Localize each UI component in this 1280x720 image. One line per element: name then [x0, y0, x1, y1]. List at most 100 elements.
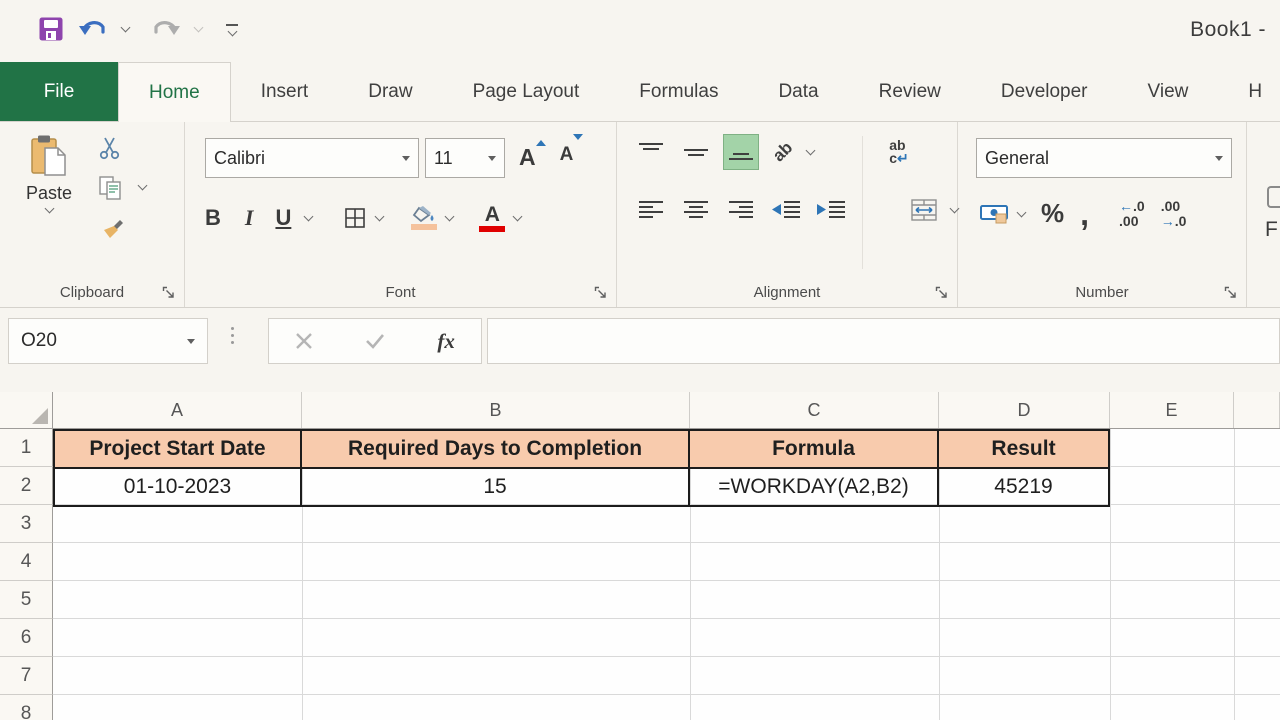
- enter-icon[interactable]: [365, 333, 385, 349]
- accounting-dropdown-icon[interactable]: [1016, 207, 1027, 217]
- row-header-3[interactable]: 3: [0, 505, 53, 543]
- merge-center-button[interactable]: [906, 192, 942, 228]
- increase-indent-button[interactable]: [813, 192, 849, 228]
- tab-draw[interactable]: Draw: [368, 80, 413, 102]
- orientation-dropdown-icon[interactable]: [805, 145, 816, 156]
- decrease-decimal-button[interactable]: .00 →.0: [1160, 197, 1187, 229]
- cells-area[interactable]: [53, 429, 1280, 720]
- tab-data[interactable]: Data: [778, 80, 819, 102]
- copy-icon[interactable]: [98, 175, 148, 201]
- tab-page-layout[interactable]: Page Layout: [472, 80, 580, 102]
- borders-dropdown-icon[interactable]: [374, 211, 385, 222]
- cell-c2[interactable]: =WORKDAY(A2,B2): [690, 469, 939, 507]
- column-header-a[interactable]: A: [53, 392, 302, 428]
- cell-c1[interactable]: Formula: [690, 431, 939, 469]
- undo-icon[interactable]: [78, 14, 108, 44]
- tab-help-truncated[interactable]: H: [1248, 80, 1263, 102]
- orientation-button[interactable]: ab: [768, 137, 797, 166]
- cut-icon[interactable]: [98, 136, 122, 160]
- paste-dropdown-icon[interactable]: [44, 203, 54, 214]
- format-painter-icon[interactable]: [98, 216, 124, 242]
- increase-decimal-button[interactable]: ←.0.00: [1119, 197, 1145, 229]
- tab-developer[interactable]: Developer: [1000, 80, 1088, 102]
- italic-button[interactable]: I: [244, 205, 254, 230]
- insert-function-icon[interactable]: fx: [437, 328, 455, 353]
- column-header-e[interactable]: E: [1110, 392, 1234, 428]
- column-header-partial[interactable]: [1234, 392, 1280, 428]
- formula-input[interactable]: [487, 318, 1280, 364]
- paste-button[interactable]: Paste: [18, 134, 80, 214]
- customize-quick-access-icon[interactable]: [226, 14, 238, 44]
- font-name-combo[interactable]: Calibri: [205, 138, 419, 178]
- column-header-b[interactable]: B: [302, 392, 690, 428]
- wrap-text-button[interactable]: ab c↵: [889, 137, 909, 166]
- formula-bar-splitter[interactable]: [231, 327, 234, 344]
- tab-review[interactable]: Review: [878, 80, 941, 102]
- cell-d2[interactable]: 45219: [939, 469, 1110, 507]
- fill-color-icon[interactable]: [411, 206, 438, 230]
- column-header-c[interactable]: C: [690, 392, 939, 428]
- underline-dropdown-icon[interactable]: [303, 211, 314, 222]
- number-dialog-launcher-icon[interactable]: [1224, 286, 1237, 299]
- align-right-button[interactable]: [723, 192, 759, 228]
- row-header-6[interactable]: 6: [0, 619, 53, 657]
- align-center-button[interactable]: [678, 192, 714, 228]
- font-size-dropdown-icon[interactable]: [488, 155, 496, 161]
- tab-formulas[interactable]: Formulas: [639, 80, 719, 102]
- number-format-dropdown-icon[interactable]: [1215, 155, 1223, 161]
- number-format-combo[interactable]: General: [976, 138, 1232, 178]
- cell-b2[interactable]: 15: [302, 469, 690, 507]
- tab-view[interactable]: View: [1147, 80, 1189, 102]
- redo-icon[interactable]: [151, 14, 181, 44]
- row-header-2[interactable]: 2: [0, 467, 53, 505]
- row-header-5[interactable]: 5: [0, 581, 53, 619]
- font-size-combo[interactable]: 11: [425, 138, 505, 178]
- borders-icon[interactable]: [344, 207, 366, 229]
- cell-b1[interactable]: Required Days to Completion: [302, 431, 690, 469]
- alignment-group: ab ab c↵: [617, 122, 960, 307]
- name-box[interactable]: O20: [8, 318, 208, 364]
- row-header-4[interactable]: 4: [0, 543, 53, 581]
- increase-font-size-button[interactable]: A: [519, 140, 546, 171]
- comma-style-button[interactable]: ,: [1080, 195, 1090, 232]
- decrease-font-size-button[interactable]: A: [560, 134, 584, 171]
- quick-access-toolbar: [38, 14, 238, 44]
- font-group-label: Font: [385, 284, 416, 301]
- accounting-format-icon[interactable]: [980, 203, 1010, 225]
- font-name-value: Calibri: [214, 147, 266, 168]
- top-align-button[interactable]: [633, 134, 669, 170]
- name-box-dropdown-icon[interactable]: [187, 338, 195, 344]
- decrease-indent-button[interactable]: [768, 192, 804, 228]
- copy-dropdown-icon[interactable]: [137, 180, 148, 191]
- font-name-dropdown-icon[interactable]: [402, 155, 410, 161]
- underline-button[interactable]: U: [275, 205, 292, 230]
- font-color-icon[interactable]: A: [479, 204, 506, 232]
- row-header-1[interactable]: 1: [0, 429, 53, 467]
- tab-file[interactable]: File: [0, 62, 118, 121]
- middle-align-button[interactable]: [678, 134, 714, 170]
- font-color-dropdown-icon[interactable]: [512, 211, 523, 222]
- alignment-dialog-launcher-icon[interactable]: [935, 286, 948, 299]
- conditional-formatting-partial-icon[interactable]: [1267, 186, 1280, 208]
- row-header-7[interactable]: 7: [0, 657, 53, 695]
- tab-home[interactable]: Home: [118, 62, 231, 122]
- data-table: Project Start Date Required Days to Comp…: [53, 429, 1110, 507]
- bottom-align-button[interactable]: [723, 134, 759, 170]
- cell-d1[interactable]: Result: [939, 431, 1110, 469]
- fill-color-dropdown-icon[interactable]: [444, 211, 455, 222]
- percent-style-button[interactable]: %: [1041, 198, 1065, 228]
- select-all-corner[interactable]: [0, 392, 53, 428]
- align-left-button[interactable]: [633, 192, 669, 228]
- bold-button[interactable]: B: [205, 205, 221, 230]
- row-header-8[interactable]: 8: [0, 695, 53, 720]
- cell-a2[interactable]: 01-10-2023: [55, 469, 302, 507]
- clipboard-dialog-launcher-icon[interactable]: [162, 286, 175, 299]
- redo-dropdown-icon[interactable]: [193, 22, 204, 33]
- cell-a1[interactable]: Project Start Date: [55, 431, 302, 469]
- column-header-d[interactable]: D: [939, 392, 1110, 428]
- font-dialog-launcher-icon[interactable]: [594, 286, 607, 299]
- save-icon[interactable]: [38, 14, 64, 44]
- undo-dropdown-icon[interactable]: [120, 22, 131, 33]
- tab-insert[interactable]: Insert: [260, 80, 309, 102]
- cancel-icon[interactable]: [295, 332, 313, 350]
